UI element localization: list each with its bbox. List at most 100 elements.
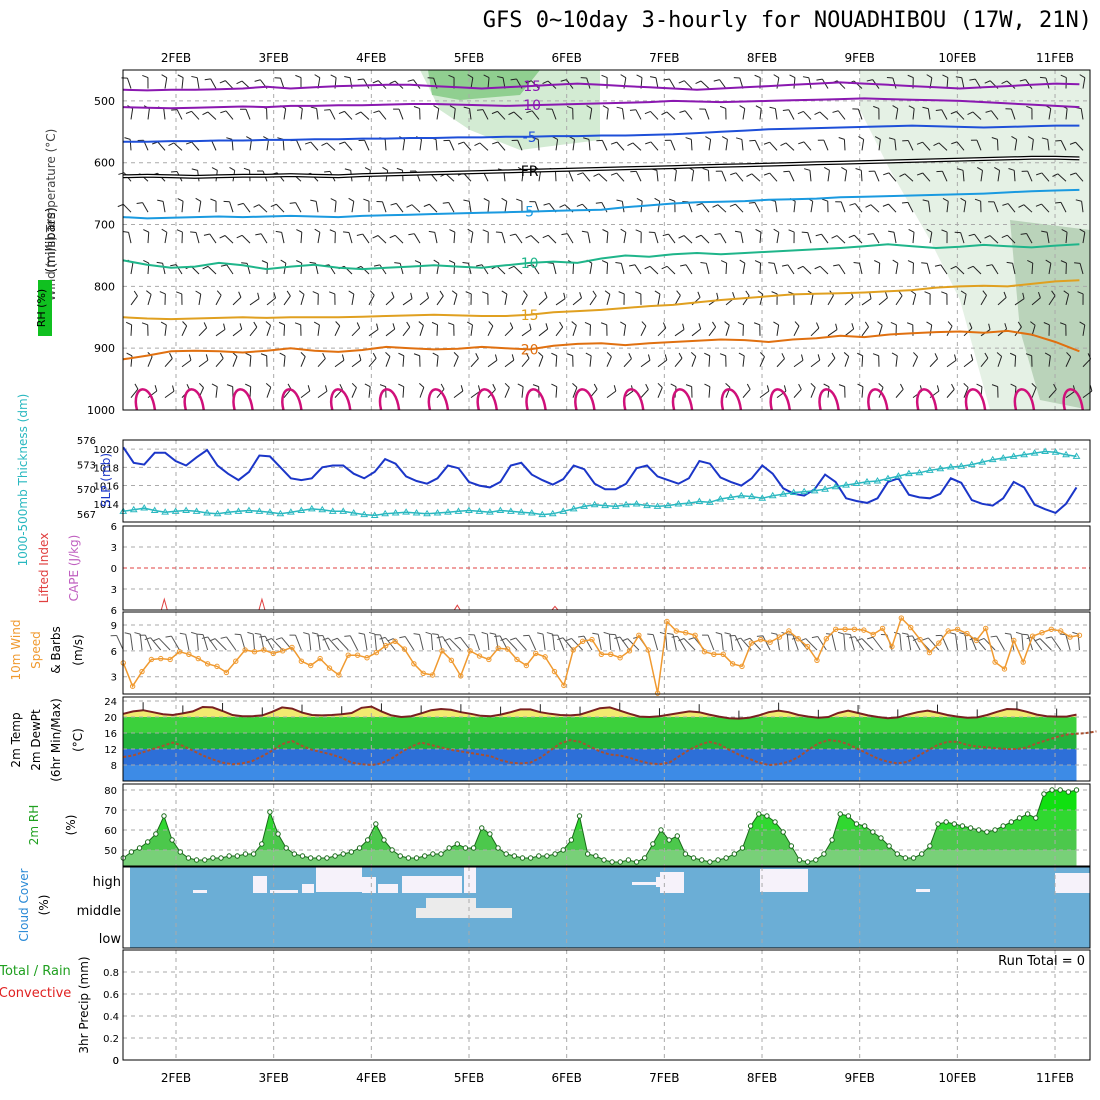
wind-barb-flag <box>1027 260 1033 264</box>
li-tick-label: 6 <box>111 522 117 533</box>
wind-barb <box>181 359 192 368</box>
wind-barb-10m <box>1065 634 1071 651</box>
wind-barb <box>708 326 717 337</box>
wind-barb-10m <box>665 634 668 651</box>
wind-barb <box>334 359 345 368</box>
wind-barb-10m-flag <box>922 637 929 641</box>
cloud-tick-label: high <box>93 875 121 890</box>
wind-barb-flag <box>171 170 178 173</box>
wind-barb <box>147 232 150 244</box>
wind-barb-flag <box>329 291 335 295</box>
rh-marker <box>413 855 420 861</box>
wind-barb-flag <box>220 264 227 267</box>
wind-barb <box>650 111 659 120</box>
wind-barb <box>419 262 422 275</box>
wind-barb-flag <box>219 235 226 239</box>
thickness-marker <box>1051 448 1060 455</box>
wind-barb-flag <box>223 323 226 330</box>
wind10m-marker <box>617 655 623 661</box>
thickness-marker <box>810 486 819 494</box>
wind-barb <box>530 235 540 244</box>
li-frame <box>122 525 1091 611</box>
rh-marker <box>560 847 566 853</box>
isotherm-line <box>123 81 1080 92</box>
wind-barb <box>1065 294 1070 306</box>
wind10m-marker <box>804 643 811 650</box>
wind-barb-flag <box>142 74 149 79</box>
temp-tick-label: 8 <box>111 761 117 772</box>
wind-barb-10m-flag <box>179 632 186 635</box>
wind-barb-flag <box>175 291 182 295</box>
wind-barb-flag <box>877 321 883 326</box>
wind-barb-flag <box>182 321 188 327</box>
surface-isotherm-loop <box>720 388 743 411</box>
wind-barb <box>128 232 132 244</box>
wind10m-marker <box>1057 628 1064 634</box>
wind-barb-flag <box>816 78 823 81</box>
wind-barb <box>587 232 591 244</box>
wind-barb <box>245 109 251 120</box>
wind-barb-flag <box>372 235 379 239</box>
wind10m-marker <box>1020 659 1026 665</box>
wind-barb-flag <box>160 321 167 326</box>
wind-barb-10m-flag <box>565 637 572 642</box>
wind-barb-flag <box>191 75 198 79</box>
wind-barb <box>395 203 404 213</box>
wind-barb-10m <box>652 634 659 651</box>
thickness-marker <box>705 498 714 505</box>
cloud-cover-cell <box>632 882 656 885</box>
wind-barb-flag <box>177 74 184 79</box>
wind-barb <box>844 170 848 182</box>
wind-barb <box>623 232 627 244</box>
slp-frame <box>122 439 1091 523</box>
wind-barb-10m <box>721 634 724 651</box>
wind-barb <box>501 232 506 244</box>
wind-barb-flag <box>926 321 932 326</box>
wind10m-marker <box>926 649 933 656</box>
wind-barb <box>568 170 574 182</box>
wind-barb-flag <box>942 74 949 79</box>
rh-marker <box>161 813 167 819</box>
wind-barb-flag <box>526 110 533 114</box>
wind-barb-10m-flag <box>959 632 966 635</box>
thickness-marker <box>1041 447 1049 454</box>
wind-barb-flag <box>994 166 1000 171</box>
wind-barb <box>317 358 326 368</box>
wind-barb <box>946 359 957 368</box>
wind-barb-flag <box>821 198 828 202</box>
wind-barb <box>385 296 395 306</box>
wind-barb-flag <box>211 167 218 171</box>
wind-barb-10m-flag <box>436 636 443 639</box>
rh-marker <box>446 845 452 851</box>
wind-barb-flag <box>423 203 430 207</box>
wind10m-marker <box>364 655 370 661</box>
wind-barb <box>700 80 710 89</box>
wind-barb-flag <box>516 198 523 202</box>
wind-barb-flag <box>117 203 124 208</box>
rh-marker <box>250 851 257 857</box>
wind-barb-flag <box>702 167 709 171</box>
rh-fill-group <box>123 790 1077 866</box>
wind-barb-flag <box>644 265 651 270</box>
wind-barb <box>819 265 829 275</box>
wind-barb-flag <box>899 173 906 177</box>
thickness-marker <box>685 499 693 506</box>
wind-barb <box>399 263 404 275</box>
wind-barb <box>521 386 524 398</box>
wind-barb-flag <box>342 231 350 234</box>
wind-barb-flag <box>398 352 405 357</box>
wind-barb-flag <box>615 262 622 264</box>
wind-barb-flag <box>1001 234 1008 238</box>
wind-barb-flag <box>168 142 175 147</box>
precip-legend-convective: Convective <box>0 986 71 1001</box>
wind-barb-flag <box>635 291 642 295</box>
wind-barb-flag <box>892 105 899 110</box>
wind-barb <box>1048 355 1051 367</box>
wind10m-marker <box>842 626 848 632</box>
temp-tick-label: 20 <box>104 713 117 724</box>
wind-barb <box>854 203 863 213</box>
wind-barb-flag <box>356 322 361 329</box>
rh-marker <box>764 813 770 819</box>
wind-barb <box>176 109 183 120</box>
isotherm-line <box>123 97 1080 110</box>
